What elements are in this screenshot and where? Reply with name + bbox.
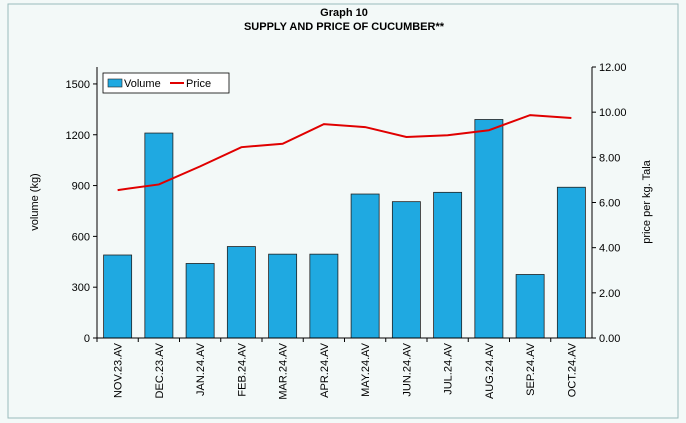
x-tick-label: JAN.24.AV — [195, 342, 207, 396]
legend-box — [102, 72, 230, 94]
x-tick-label: SEP.24.AV — [525, 342, 537, 395]
chart-frame — [7, 3, 679, 419]
bar — [433, 191, 463, 339]
bar — [144, 132, 174, 339]
price-line — [117, 114, 572, 192]
legend-label: Price — [186, 78, 211, 90]
y-tick-label: 900 — [72, 181, 90, 193]
y2-axis-label: price per kg. Tala — [641, 159, 653, 243]
legend: Volume Price — [102, 72, 230, 94]
y2-tick-label: 2.00 — [599, 288, 620, 300]
y2-tick-label: 6.00 — [599, 198, 620, 210]
y2-tick-label: 10.00 — [599, 107, 627, 119]
bar — [474, 119, 504, 339]
x-tick-label: JUL.24.AV — [443, 342, 455, 394]
x-tick-label: FEB.24.AV — [236, 342, 248, 396]
y-tick-label: 0 — [84, 333, 90, 345]
bar — [309, 253, 339, 339]
x-tick-label: AUG.24.AV — [484, 342, 496, 399]
chart-subtitle: SUPPLY AND PRICE OF CUCUMBER** — [244, 21, 445, 33]
y-tick-label: 600 — [72, 231, 90, 243]
y2-tick-label: 8.00 — [599, 152, 620, 164]
y-tick-label: 1200 — [66, 130, 90, 142]
y-tick-label: 1500 — [66, 79, 90, 91]
x-tick-label: APR.24.AV — [319, 342, 331, 397]
bar — [350, 193, 380, 339]
y-tick-label: 300 — [72, 282, 90, 294]
x-tick-label: OCT.24.AV — [566, 342, 578, 397]
x-tick-label: JUN.24.AV — [401, 342, 413, 396]
legend-swatch — [107, 78, 123, 88]
y-axis-label: volume (kg) — [29, 173, 41, 230]
x-tick-label: MAY.24.AV — [360, 342, 372, 396]
y2-tick-label: 12.00 — [599, 62, 627, 74]
bar — [185, 263, 215, 339]
x-tick-label: DEC.23.AV — [154, 342, 166, 398]
bar — [226, 246, 256, 339]
x-tick-label: NOV.23.AV — [113, 342, 125, 398]
x-tick-label: MAR.24.AV — [278, 342, 290, 399]
bar — [268, 253, 298, 339]
bar — [391, 201, 421, 339]
bar — [515, 274, 545, 339]
legend-label: Volume — [124, 78, 161, 90]
y2-tick-label: 0.00 — [599, 333, 620, 345]
bar — [556, 186, 586, 339]
y2-tick-label: 4.00 — [599, 243, 620, 255]
chart-title: Graph 10 — [320, 7, 368, 19]
bar — [103, 254, 133, 339]
